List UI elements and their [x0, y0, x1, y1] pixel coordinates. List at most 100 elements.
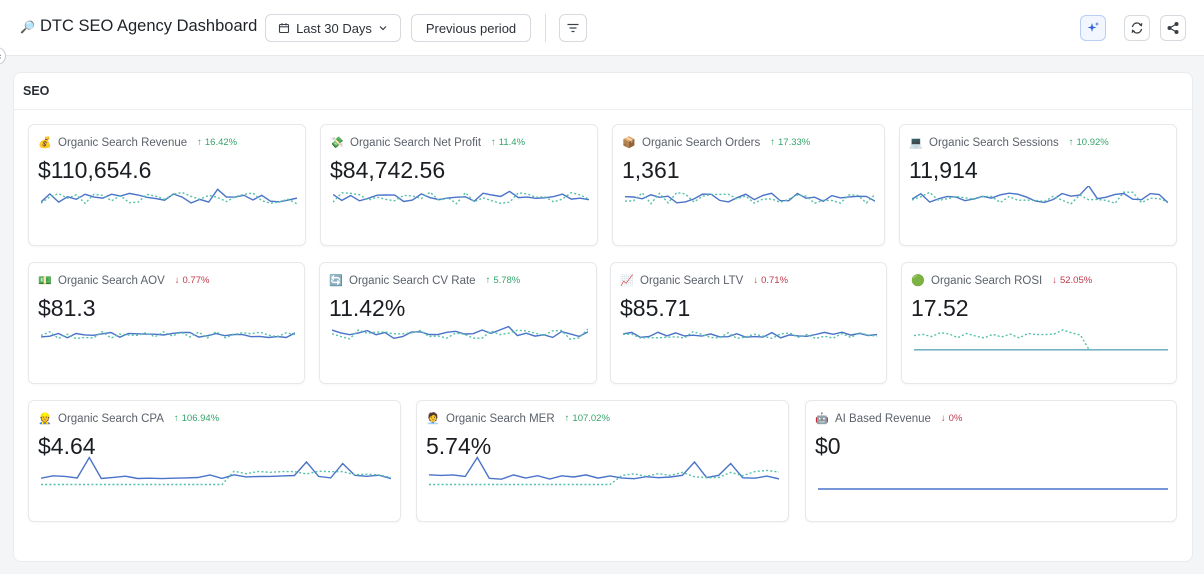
metric-label: Organic Search CV Rate [349, 274, 476, 287]
calendar-icon [279, 23, 290, 34]
metric-delta-value: 52.05% [1059, 275, 1093, 286]
metric-icon: 📦 [622, 137, 636, 149]
current-period-line [41, 456, 391, 480]
metric-label: Organic Search Sessions [929, 136, 1059, 149]
metric-delta-value: 0% [948, 413, 963, 424]
metric-card-header: 🟢 Organic Search ROSI ↓ 52.05% [911, 274, 1168, 288]
metric-label: Organic Search ROSI [931, 274, 1043, 287]
metric-icon: 💰 [38, 137, 52, 149]
chevron-down-icon [379, 26, 387, 31]
metric-icon: 📈 [620, 275, 634, 287]
toolbar-divider [545, 14, 546, 42]
share-button[interactable] [1160, 15, 1186, 41]
dashboard-title: 🔎 DTC SEO Agency Dashboard [20, 17, 257, 36]
metric-value: 17.52 [911, 295, 969, 321]
section-title: SEO [23, 84, 50, 98]
metric-sparkline [429, 456, 779, 486]
share-icon [1167, 22, 1179, 34]
metric-sparkline [914, 329, 1168, 351]
arrow-up-icon: ↑ [491, 137, 496, 148]
metric-value: 11.42% [329, 295, 406, 321]
previous-period-line [41, 330, 295, 340]
arrow-up-icon: ↑ [173, 413, 179, 424]
metric-label: Organic Search MER [446, 412, 555, 425]
metric-delta: ↑ 11.4% [491, 137, 525, 148]
metric-icon: 🔄 [329, 275, 343, 287]
refresh-button[interactable] [1124, 15, 1150, 41]
metric-value: 1,361 [622, 157, 680, 183]
metric-delta: ↑ 106.94% [174, 413, 219, 424]
metric-card-header: 🧑‍💼 Organic Search MER ↑ 107.02% [426, 412, 780, 426]
section-divider [14, 109, 1192, 110]
metric-sparkline [625, 191, 875, 205]
metric-label: Organic Search Revenue [58, 136, 188, 149]
metric-card[interactable]: 💰 Organic Search Revenue ↑ 16.42% $110,654.6 [28, 124, 306, 246]
dashboard-title-text: DTC SEO Agency Dashboard [39, 17, 258, 35]
metric-card[interactable]: 📈 Organic Search LTV ↓ 0.71% $85.71 [610, 262, 887, 384]
metric-card[interactable]: 💸 Organic Search Net Profit ↑ 11.4% $84,742.… [320, 124, 598, 246]
metric-card[interactable]: 💻 Organic Search Sessions ↑ 10.92% 11,914 [899, 124, 1177, 246]
metric-icon: 👷 [38, 413, 52, 425]
metric-icon: 💸 [330, 137, 344, 149]
metric-card-header: 💰 Organic Search Revenue ↑ 16.42% [38, 136, 297, 150]
metric-card[interactable]: 🤖 AI Based Revenue ↓ 0% $0 [805, 400, 1177, 522]
metric-card-header: 🔄 Organic Search CV Rate ↑ 5.78% [329, 274, 588, 288]
metric-sparkline [333, 190, 589, 205]
current-period-line [333, 190, 589, 203]
arrow-up-icon: ↑ [770, 137, 775, 148]
metric-sparkline [818, 488, 1168, 490]
metric-value: $0 [815, 433, 841, 459]
current-period-line [912, 186, 1168, 204]
metric-label: Organic Search Orders [642, 136, 761, 149]
filter-button[interactable] [559, 14, 587, 42]
compare-period-button[interactable]: Previous period [411, 14, 531, 42]
metric-value: $84,742.56 [330, 157, 446, 183]
metric-value: $110,654.6 [38, 157, 152, 183]
metric-delta-value: 106.94% [181, 413, 220, 424]
metric-delta-value: 11.4% [498, 137, 526, 148]
top-bar: 🔎 DTC SEO Agency Dashboard Last 30 Days … [0, 0, 1204, 56]
metric-value: $81.3 [38, 295, 96, 321]
previous-period-line [914, 329, 1090, 351]
filter-lines-icon [567, 23, 579, 33]
current-period-line [625, 192, 875, 204]
arrow-down-icon: ↓ [753, 275, 759, 286]
metric-delta: ↑ 107.02% [565, 413, 610, 424]
arrow-down-icon: ↓ [174, 275, 180, 286]
metric-value: 11,914 [909, 157, 978, 183]
previous-period-line [623, 330, 877, 340]
arrow-up-icon: ↑ [1068, 137, 1074, 148]
search-icon: 🔎 [20, 19, 35, 34]
current-period-line [623, 331, 877, 339]
metric-label: Organic Search Net Profit [350, 136, 482, 149]
metric-icon: 🤖 [815, 413, 829, 425]
metric-value: $4.64 [38, 433, 96, 459]
metric-delta-value: 0.71% [761, 275, 789, 286]
previous-period-line [41, 191, 297, 205]
metric-delta: ↑ 16.42% [197, 137, 237, 148]
previous-period-line [625, 191, 875, 205]
metric-label: Organic Search LTV [640, 274, 744, 287]
metric-delta-value: 107.02% [572, 413, 610, 424]
metric-card[interactable]: 🔄 Organic Search CV Rate ↑ 5.78% 11.42% [319, 262, 597, 384]
ai-assistant-button[interactable] [1080, 15, 1106, 41]
arrow-up-icon: ↑ [485, 275, 491, 286]
sparkle-icon [1087, 22, 1099, 32]
metric-card[interactable]: 🧑‍💼 Organic Search MER ↑ 107.02% 5.74% [416, 400, 789, 522]
metric-icon: 💻 [909, 137, 923, 149]
metric-card-header: 📦 Organic Search Orders ↑ 17.33% [622, 136, 876, 150]
metric-label: Organic Search CPA [58, 412, 164, 425]
metric-delta: ↑ 17.33% [770, 137, 810, 148]
metric-card[interactable]: 📦 Organic Search Orders ↑ 17.33% 1,361 [612, 124, 885, 246]
metric-sparkline [41, 456, 391, 486]
metric-card[interactable]: 🟢 Organic Search ROSI ↓ 52.05% 17.52 [901, 262, 1177, 384]
arrow-down-icon: ↓ [1052, 275, 1057, 286]
metric-delta-value: 16.42% [204, 137, 238, 148]
metric-icon: 🧑‍💼 [426, 413, 440, 425]
metric-sparkline [623, 330, 877, 340]
previous-period-line [332, 328, 588, 340]
metric-card[interactable]: 💵 Organic Search AOV ↓ 0.77% $81.3 [28, 262, 305, 384]
arrow-down-icon: ↓ [940, 413, 946, 424]
metric-card[interactable]: 👷 Organic Search CPA ↑ 106.94% $4.64 [28, 400, 401, 522]
date-range-button[interactable]: Last 30 Days [265, 14, 401, 42]
